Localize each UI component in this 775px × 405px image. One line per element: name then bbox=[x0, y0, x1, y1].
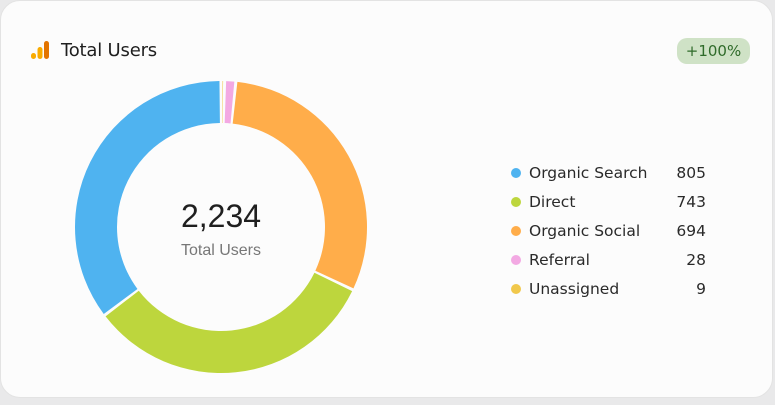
donut-slice-direct[interactable] bbox=[105, 272, 353, 373]
donut-chart: 2,234 Total Users bbox=[1, 1, 441, 401]
legend-swatch bbox=[511, 196, 521, 207]
donut-slice-organic-search[interactable] bbox=[75, 81, 220, 314]
donut-slice-organic-social[interactable] bbox=[232, 81, 368, 289]
legend-item[interactable]: Organic Social 694 bbox=[511, 216, 706, 245]
legend-value: 743 bbox=[676, 192, 706, 211]
legend-swatch bbox=[511, 254, 521, 265]
legend-label: Direct bbox=[529, 192, 576, 211]
center-total-label: Total Users bbox=[181, 242, 261, 259]
legend-value: 28 bbox=[686, 250, 706, 269]
legend-item[interactable]: Referral 28 bbox=[511, 245, 706, 274]
analytics-bars-icon bbox=[31, 41, 49, 59]
legend-label: Organic Social bbox=[529, 221, 641, 240]
legend-value: 9 bbox=[696, 279, 706, 298]
card-header: Total Users bbox=[29, 39, 157, 61]
center-total-value: 2,234 bbox=[181, 198, 261, 234]
legend-item[interactable]: Organic Search 805 bbox=[511, 158, 706, 187]
donut-slice-referral[interactable] bbox=[224, 81, 235, 124]
donut-slice-unassigned[interactable] bbox=[222, 81, 224, 124]
legend-item[interactable]: Unassigned 9 bbox=[511, 274, 706, 303]
legend-swatch bbox=[511, 167, 521, 178]
card-title: Total Users bbox=[61, 39, 157, 61]
donut-chart-svg: 2,234 Total Users bbox=[75, 81, 368, 373]
legend-swatch bbox=[511, 225, 521, 236]
growth-badge: +100% bbox=[677, 38, 750, 64]
legend-swatch bbox=[511, 283, 521, 294]
legend-value: 694 bbox=[676, 221, 706, 240]
legend-item[interactable]: Direct 743 bbox=[511, 187, 706, 216]
legend-label: Organic Search bbox=[529, 163, 648, 182]
legend-value: 805 bbox=[676, 163, 706, 182]
legend-label: Referral bbox=[529, 250, 590, 269]
chart-legend: Organic Search 805 Direct 743 Organic Social… bbox=[511, 158, 706, 303]
legend-label: Unassigned bbox=[529, 279, 620, 298]
